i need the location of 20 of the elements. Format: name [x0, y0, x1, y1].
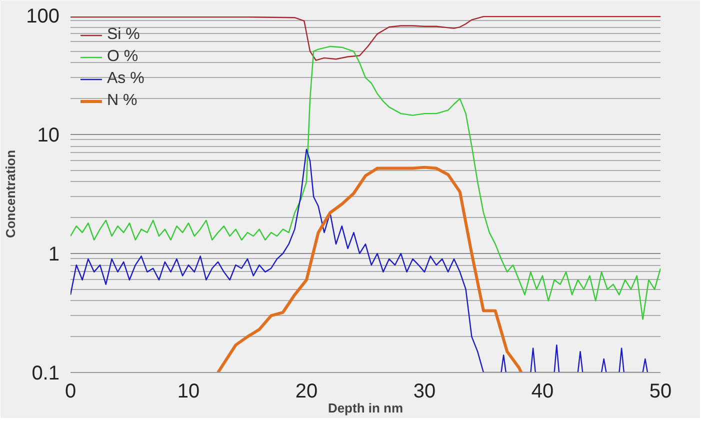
x-tick-label: 10 [177, 380, 200, 402]
legend-label: N % [107, 92, 138, 110]
x-tick-label: 30 [413, 380, 436, 402]
y-tick-label: 1 [48, 244, 60, 266]
line-series [216, 166, 523, 372]
x-tick-label: 20 [295, 380, 318, 402]
legend-label: As % [107, 70, 144, 88]
line-series [70, 46, 660, 320]
y-axis-title: Concentration [3, 150, 18, 238]
line-series [70, 148, 648, 372]
x-tick-label: 40 [531, 380, 554, 402]
line-series [70, 16, 660, 61]
x-tick-label: 50 [649, 380, 672, 402]
x-tick-label: 0 [64, 380, 76, 402]
x-axis-title: Depth in nm [328, 400, 404, 416]
y-tick-label: 0.1 [32, 362, 60, 384]
legend-label: Si % [107, 26, 140, 44]
y-tick-label: 100 [26, 6, 60, 28]
legend-label: O % [107, 48, 138, 66]
y-tick-label: 10 [37, 124, 60, 146]
